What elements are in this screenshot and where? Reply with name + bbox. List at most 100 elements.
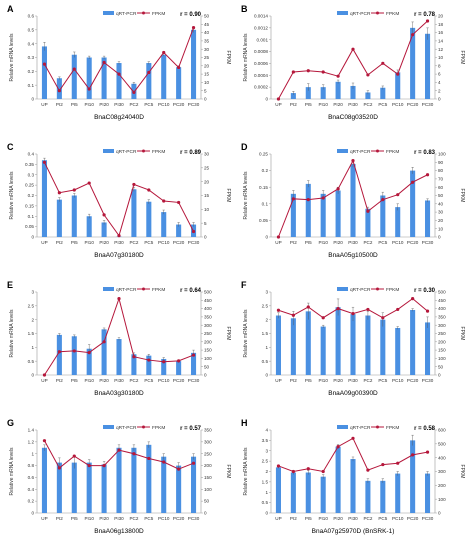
left-tick-label: 3.5 bbox=[262, 438, 269, 443]
bar bbox=[410, 27, 416, 99]
right-tick-label: 600 bbox=[438, 428, 446, 433]
fpkm-point bbox=[177, 200, 181, 205]
right-tick-label: 18 bbox=[438, 22, 444, 27]
fpkm-point bbox=[147, 456, 151, 461]
legend-line-label: FPKM bbox=[152, 425, 165, 431]
bar bbox=[335, 81, 341, 99]
correlation-value: r = 0.64 bbox=[180, 288, 202, 294]
panel-label: F bbox=[241, 280, 247, 290]
fpkm-point bbox=[351, 311, 355, 316]
category-label: PC5 bbox=[144, 516, 153, 521]
bar bbox=[56, 199, 62, 237]
fpkm-point bbox=[117, 234, 121, 238]
right-tick-label: 50 bbox=[204, 364, 210, 369]
bar bbox=[131, 189, 137, 237]
left-axis-title: Relative mRNA levels bbox=[9, 309, 15, 358]
bar bbox=[161, 212, 167, 237]
error-bar bbox=[336, 79, 340, 84]
category-label: PI10 bbox=[84, 516, 94, 521]
panel-label: A bbox=[7, 4, 14, 14]
fpkm-point bbox=[42, 62, 47, 66]
fpkm-point bbox=[351, 47, 355, 51]
right-tick-label: 5 bbox=[204, 88, 207, 93]
right-tick-label: 20 bbox=[204, 63, 210, 68]
category-label: PI10 bbox=[318, 240, 328, 245]
right-tick-label: 0 bbox=[438, 511, 441, 516]
right-tick-label: 5 bbox=[204, 221, 207, 226]
fpkm-point bbox=[132, 355, 136, 359]
bar bbox=[71, 336, 77, 375]
bar bbox=[146, 355, 152, 375]
category-label: PC20 bbox=[173, 102, 185, 107]
legend-bar-swatch bbox=[337, 149, 348, 153]
bar bbox=[320, 476, 326, 513]
bar bbox=[305, 472, 311, 513]
right-tick-label: 40 bbox=[438, 201, 444, 206]
category-label: PC5 bbox=[144, 240, 153, 245]
category-label: PI20 bbox=[99, 240, 109, 245]
left-tick-label: 3 bbox=[265, 290, 268, 295]
left-tick-label: 0.5 bbox=[28, 27, 35, 32]
fpkm-point bbox=[42, 439, 47, 443]
left-tick-label: 0.4 bbox=[28, 152, 35, 157]
fpkm-point bbox=[351, 159, 355, 163]
right-tick-label: 50 bbox=[438, 364, 444, 369]
category-label: UP bbox=[275, 240, 281, 245]
error-bar bbox=[58, 457, 61, 468]
fpkm-point bbox=[162, 50, 166, 55]
right-tick-label: 50 bbox=[438, 193, 444, 198]
category-label: PC20 bbox=[407, 240, 419, 245]
left-tick-label: 0.15 bbox=[259, 185, 268, 190]
fpkm-point bbox=[42, 160, 47, 164]
category-label: PC10 bbox=[158, 516, 170, 521]
bar bbox=[305, 87, 311, 99]
category-label: UP bbox=[41, 516, 47, 521]
category-label: PC2 bbox=[363, 516, 372, 521]
legend-line-label: FPKM bbox=[152, 11, 165, 17]
fpkm-point bbox=[396, 193, 400, 197]
left-tick-label: 0.0014 bbox=[254, 14, 268, 19]
legend-bar-swatch bbox=[337, 425, 348, 429]
left-tick-label: 0.2 bbox=[28, 69, 35, 74]
legend-line-label: FPKM bbox=[152, 287, 165, 293]
right-tick-label: 0 bbox=[204, 511, 207, 516]
left-tick-label: 0.05 bbox=[25, 224, 34, 229]
bar bbox=[290, 318, 296, 375]
legend-line-marker bbox=[376, 149, 379, 153]
category-label: PI2 bbox=[290, 102, 297, 107]
bar bbox=[320, 87, 326, 99]
right-tick-label: 400 bbox=[204, 306, 212, 311]
gene-name: BnaA03g30180D bbox=[94, 390, 144, 397]
category-label: UP bbox=[275, 516, 281, 521]
category-label: PC30 bbox=[422, 240, 434, 245]
correlation-value: r = 0.90 bbox=[180, 12, 202, 18]
category-label: PI5 bbox=[305, 240, 312, 245]
gene-name: BnaC08g24040D bbox=[94, 114, 144, 121]
error-bar bbox=[192, 222, 195, 227]
bar bbox=[275, 467, 281, 513]
category-label: PI20 bbox=[333, 240, 343, 245]
left-tick-label: 1 bbox=[265, 345, 268, 350]
legend-bar-label: qRT-PCR bbox=[350, 425, 371, 431]
gene-name: BnaA06g13800D bbox=[94, 528, 144, 535]
bar bbox=[161, 456, 167, 513]
left-tick-label: 0.4 bbox=[28, 487, 35, 492]
fpkm-point bbox=[321, 469, 325, 474]
left-tick-label: 0.1 bbox=[28, 83, 35, 88]
right-tick-label: 20 bbox=[438, 14, 444, 19]
fpkm-point bbox=[321, 316, 325, 320]
panel-label: G bbox=[7, 418, 14, 428]
left-tick-label: 1.4 bbox=[28, 428, 35, 433]
left-tick-label: 1.5 bbox=[262, 331, 269, 336]
category-label: PC2 bbox=[129, 240, 138, 245]
category-label: PI20 bbox=[333, 102, 343, 107]
bar bbox=[395, 473, 401, 513]
bar bbox=[191, 352, 197, 375]
right-tick-label: 150 bbox=[204, 348, 212, 353]
bar bbox=[410, 309, 416, 375]
bar bbox=[41, 160, 47, 237]
error-bar bbox=[73, 51, 76, 58]
category-label: PC10 bbox=[392, 102, 404, 107]
fpkm-point bbox=[411, 33, 415, 37]
